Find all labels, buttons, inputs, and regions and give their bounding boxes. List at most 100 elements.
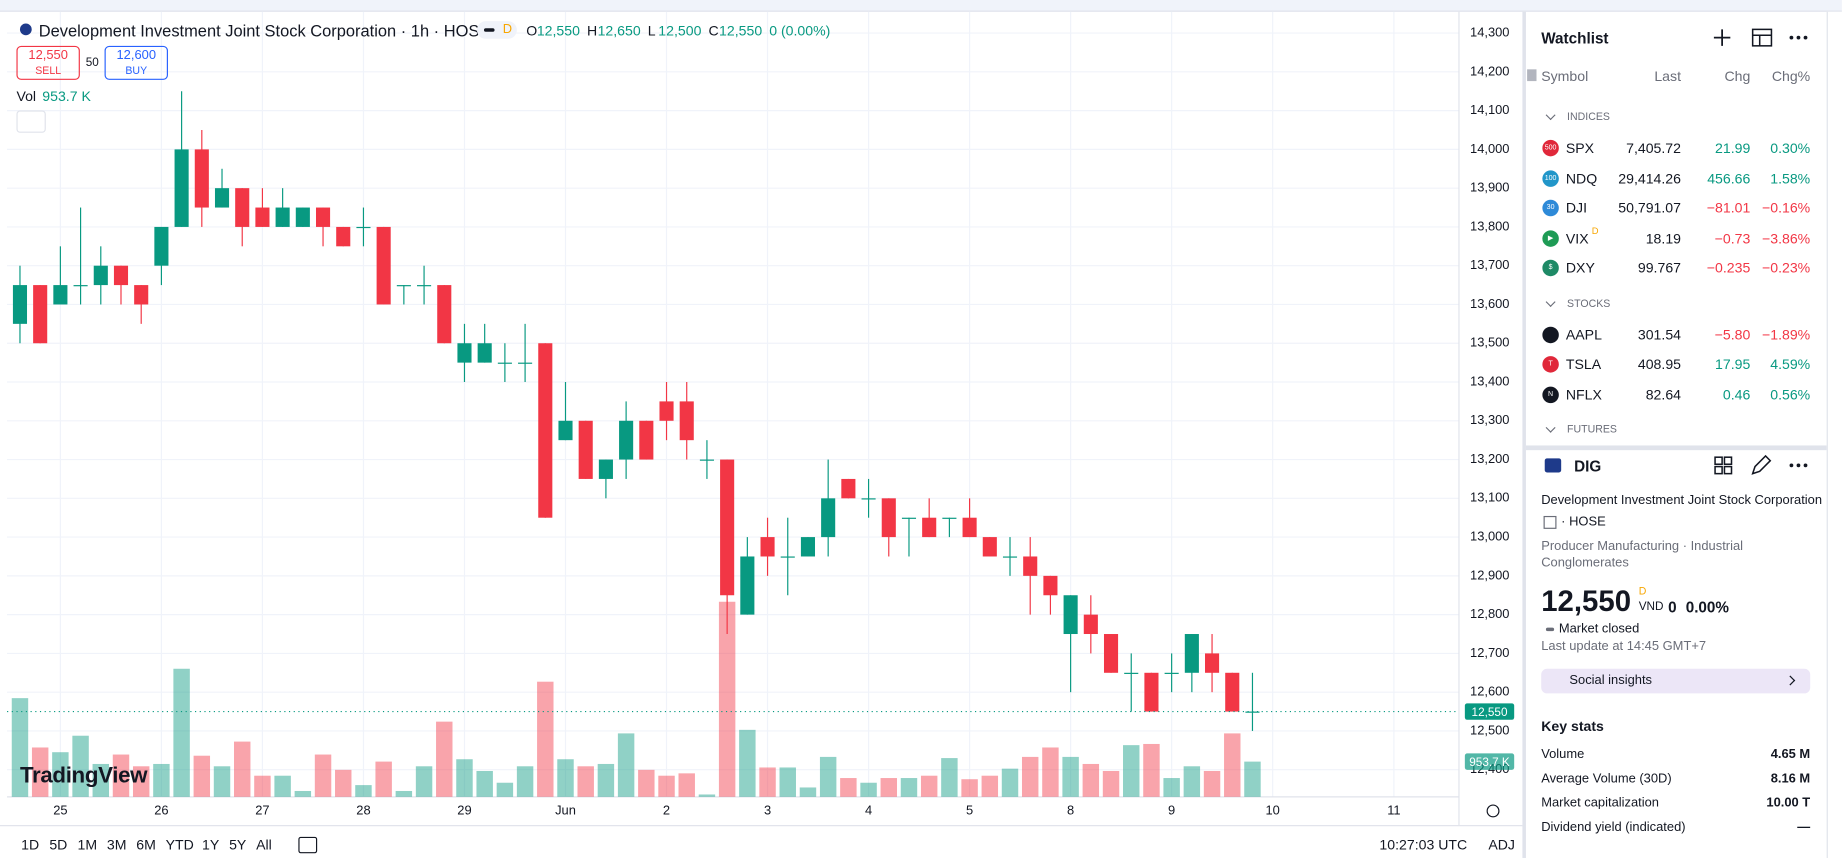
social-text[interactable]: Social insights xyxy=(1569,673,1653,688)
range-button[interactable]: 1M xyxy=(77,836,98,854)
last: 18.19 xyxy=(1645,229,1681,247)
range-button[interactable]: 1Y xyxy=(202,836,220,854)
layout-icon[interactable] xyxy=(1751,28,1773,47)
edit-icon[interactable] xyxy=(1751,454,1772,475)
sell-label: SELL xyxy=(35,64,62,77)
candle-body xyxy=(396,285,411,287)
grid-icon[interactable] xyxy=(1714,456,1723,466)
more-icon[interactable] xyxy=(1789,463,1794,468)
detail-sector: Producer Manufacturing · Industrial Cong… xyxy=(1541,539,1744,571)
ohlc-change: 0 (0.00%) xyxy=(769,22,831,39)
candle-body xyxy=(1043,575,1058,596)
y-tick-label: 14,100 xyxy=(1470,102,1509,117)
last: 408.95 xyxy=(1637,356,1681,373)
volume-title: Vol xyxy=(16,88,37,105)
candle-body xyxy=(720,459,735,596)
calendar-icon[interactable] xyxy=(298,836,318,854)
volume-bar xyxy=(860,782,877,797)
buy-price: 12,600 xyxy=(116,48,157,63)
volume-bar xyxy=(537,681,554,797)
x-tick-label: 9 xyxy=(1168,802,1175,817)
candle-body xyxy=(235,188,250,227)
section-title: STOCKS xyxy=(1567,296,1611,309)
divider xyxy=(0,825,1523,827)
candle-body xyxy=(942,517,957,519)
candle-body xyxy=(497,362,512,364)
range-button[interactable]: 5D xyxy=(49,836,68,854)
interval-badge: D xyxy=(502,22,513,37)
symbol[interactable]: NDQ xyxy=(1565,169,1598,187)
candle-body xyxy=(538,343,553,518)
candle-body xyxy=(1103,634,1119,673)
candle-body xyxy=(659,401,674,421)
volume-bar xyxy=(678,773,695,797)
range-button[interactable]: 5Y xyxy=(229,836,247,854)
candle-body xyxy=(780,556,795,558)
symbol[interactable]: SPX xyxy=(1565,139,1595,157)
symbol[interactable]: DXY xyxy=(1565,259,1595,277)
symbol[interactable]: TSLA xyxy=(1565,356,1602,373)
volume-bar xyxy=(1102,770,1120,797)
spread: 50 xyxy=(85,56,99,70)
volume-bar xyxy=(1244,761,1261,797)
candle-body xyxy=(760,537,775,557)
stat-value: 10.00 T xyxy=(1766,795,1811,810)
volume-bar xyxy=(759,767,776,797)
range-button[interactable]: 3M xyxy=(106,836,127,854)
candle-body xyxy=(922,517,937,538)
social-pill[interactable] xyxy=(1541,668,1811,694)
adj[interactable]: ADJ xyxy=(1488,836,1515,854)
collapse-button[interactable] xyxy=(16,110,46,133)
change-percent: 0.56% xyxy=(1770,386,1811,403)
symbol-badge: N xyxy=(1548,390,1554,398)
detail-update: Last update at 14:45 GMT+7 xyxy=(1541,639,1707,654)
change: −0.235 xyxy=(1706,259,1751,277)
y-tick-label: 13,900 xyxy=(1470,180,1509,195)
candle-body xyxy=(315,207,331,227)
volume-bar xyxy=(436,721,453,797)
change-percent: −3.86% xyxy=(1761,229,1811,247)
volume-bar xyxy=(52,752,69,797)
volume-bar xyxy=(577,766,594,797)
symbol[interactable]: NFLX xyxy=(1565,386,1602,403)
volume-bar xyxy=(597,763,615,797)
candle-body xyxy=(598,459,613,479)
range-button[interactable]: All xyxy=(256,836,272,854)
y-tick-label: 12,700 xyxy=(1470,645,1509,660)
add-icon[interactable] xyxy=(1713,29,1731,46)
divider xyxy=(1525,445,1827,451)
more-icon[interactable] xyxy=(1789,35,1794,40)
last: 50,791.07 xyxy=(1618,199,1681,217)
stat-label: Volume xyxy=(1541,747,1585,762)
sell-box[interactable] xyxy=(16,45,80,80)
range-button[interactable]: 1D xyxy=(21,836,40,854)
buy-box[interactable] xyxy=(104,45,168,80)
range-button[interactable]: 6M xyxy=(136,836,156,854)
symbol[interactable]: DJI xyxy=(1565,199,1588,217)
detail-link-icon[interactable] xyxy=(1543,515,1557,529)
candle-body xyxy=(477,343,492,363)
detail-price-badge: D xyxy=(1638,585,1647,598)
last: 7,405.72 xyxy=(1626,139,1681,157)
symbol[interactable]: AAPL xyxy=(1565,326,1602,343)
symbol-badge: ▶ xyxy=(1547,234,1554,242)
symbol[interactable]: VIX xyxy=(1565,229,1589,247)
candle-body xyxy=(376,226,391,305)
watchlist-title[interactable]: Watchlist xyxy=(1541,29,1609,48)
last: 301.54 xyxy=(1637,326,1681,343)
y-tick-label: 13,700 xyxy=(1470,257,1509,272)
x-tick-label: 27 xyxy=(255,802,269,817)
candle-body xyxy=(1023,556,1038,576)
change-percent: 4.59% xyxy=(1770,356,1811,373)
candle-body xyxy=(1164,672,1179,674)
candle-body xyxy=(901,517,917,519)
range-button[interactable]: YTD xyxy=(165,836,194,854)
candle-body xyxy=(699,459,714,461)
stat-label: Average Volume (30D) xyxy=(1541,771,1672,786)
candle-body xyxy=(255,207,270,227)
section-chevron xyxy=(1545,110,1556,121)
volume-bar xyxy=(941,758,958,797)
volume-bar xyxy=(638,769,655,797)
chart: 12,40012,50012,60012,70012,80012,90013,0… xyxy=(7,11,1515,826)
candle-body xyxy=(740,556,755,615)
